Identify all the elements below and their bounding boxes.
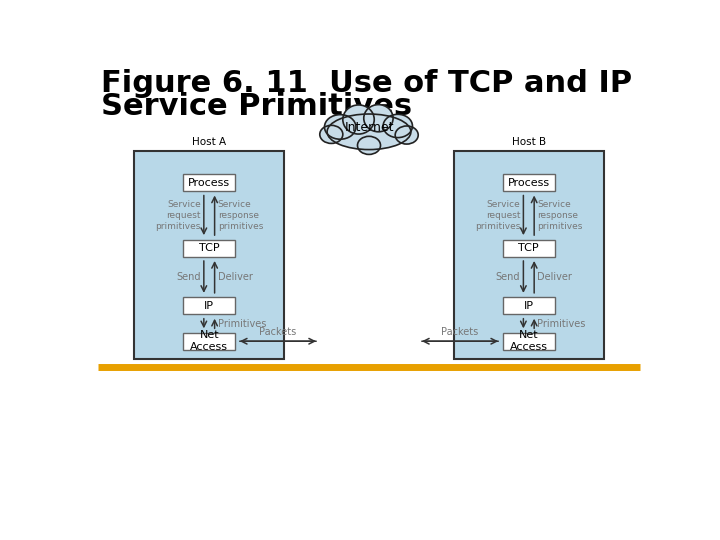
Text: Service
response
primitives: Service response primitives bbox=[217, 200, 263, 231]
FancyBboxPatch shape bbox=[183, 298, 235, 314]
Text: Send: Send bbox=[496, 272, 521, 282]
Text: Service
request
primitives: Service request primitives bbox=[475, 200, 521, 231]
Text: Primitives: Primitives bbox=[217, 319, 266, 328]
Text: Service
request
primitives: Service request primitives bbox=[156, 200, 201, 231]
FancyBboxPatch shape bbox=[183, 174, 235, 191]
Text: Service Primitives: Service Primitives bbox=[101, 92, 412, 121]
FancyBboxPatch shape bbox=[183, 333, 235, 350]
FancyBboxPatch shape bbox=[183, 240, 235, 256]
Text: IP: IP bbox=[523, 301, 534, 311]
Text: Packets: Packets bbox=[259, 327, 297, 338]
Text: Net
Access: Net Access bbox=[510, 330, 548, 352]
Text: IP: IP bbox=[204, 301, 215, 311]
Ellipse shape bbox=[383, 114, 413, 138]
Text: Service
response
primitives: Service response primitives bbox=[537, 200, 582, 231]
Text: Send: Send bbox=[176, 272, 201, 282]
Text: Deliver: Deliver bbox=[217, 272, 253, 282]
Text: TCP: TCP bbox=[199, 243, 220, 253]
FancyBboxPatch shape bbox=[503, 333, 555, 350]
Ellipse shape bbox=[325, 114, 356, 139]
FancyBboxPatch shape bbox=[503, 240, 555, 256]
FancyBboxPatch shape bbox=[503, 298, 555, 314]
Text: Deliver: Deliver bbox=[537, 272, 572, 282]
Text: Process: Process bbox=[188, 178, 230, 187]
Ellipse shape bbox=[320, 125, 343, 144]
Ellipse shape bbox=[364, 105, 393, 132]
Text: Net
Access: Net Access bbox=[190, 330, 228, 352]
Text: Figure 6. 11  Use of TCP and IP: Figure 6. 11 Use of TCP and IP bbox=[101, 69, 632, 98]
Ellipse shape bbox=[343, 105, 374, 134]
Ellipse shape bbox=[358, 136, 380, 154]
Text: Primitives: Primitives bbox=[537, 319, 585, 328]
Text: TCP: TCP bbox=[518, 243, 539, 253]
Text: Packets: Packets bbox=[441, 327, 479, 338]
Ellipse shape bbox=[395, 126, 418, 144]
FancyBboxPatch shape bbox=[503, 174, 555, 191]
FancyBboxPatch shape bbox=[454, 151, 604, 359]
Text: Host A: Host A bbox=[192, 137, 226, 147]
Text: Process: Process bbox=[508, 178, 550, 187]
Text: Internet: Internet bbox=[344, 122, 394, 134]
Ellipse shape bbox=[327, 114, 411, 150]
FancyBboxPatch shape bbox=[134, 151, 284, 359]
Text: Host B: Host B bbox=[512, 137, 546, 147]
